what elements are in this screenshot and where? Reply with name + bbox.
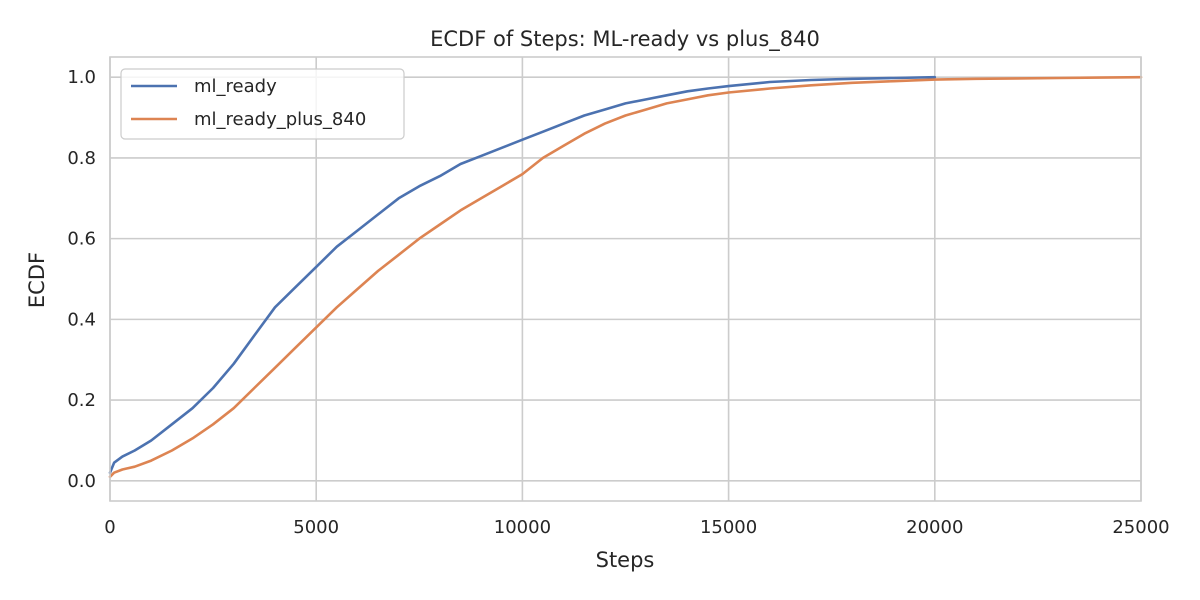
legend-label-ml-ready: ml_ready (194, 76, 277, 97)
x-tick-labels: 0 5000 10000 15000 20000 25000 (104, 517, 1169, 538)
y-tick-label: 0.8 (67, 148, 96, 169)
y-tick-label: 0.4 (67, 309, 96, 330)
grid-lines (109, 57, 1142, 501)
x-axis-label: Steps (596, 548, 655, 572)
y-axis-label: ECDF (25, 252, 49, 308)
series-lines (108, 75, 1143, 479)
chart-title: ECDF of Steps: ML-ready vs plus_840 (430, 27, 820, 52)
x-tick-label: 5000 (293, 517, 339, 538)
x-tick-label: 20000 (906, 517, 963, 538)
plot-frame (109, 56, 1142, 502)
y-tick-label: 0.0 (67, 471, 96, 492)
legend-label-ml-ready-plus-840: ml_ready_plus_840 (194, 109, 366, 130)
y-tick-label: 0.2 (67, 390, 96, 411)
y-tick-label: 0.6 (67, 229, 96, 250)
y-tick-label: 1.0 (67, 67, 96, 88)
y-tick-labels: 0.0 0.2 0.4 0.6 0.8 1.0 (67, 67, 96, 492)
series-line-ml-ready (108, 75, 937, 474)
x-tick-label: 15000 (700, 517, 757, 538)
legend-box (120, 68, 405, 140)
x-tick-label: 25000 (1112, 517, 1169, 538)
legend: ml_ready ml_ready_plus_840 (120, 68, 405, 140)
x-tick-label: 10000 (494, 517, 551, 538)
x-tick-label: 0 (104, 517, 115, 538)
series-line-ml-ready-plus-840 (108, 75, 1143, 479)
